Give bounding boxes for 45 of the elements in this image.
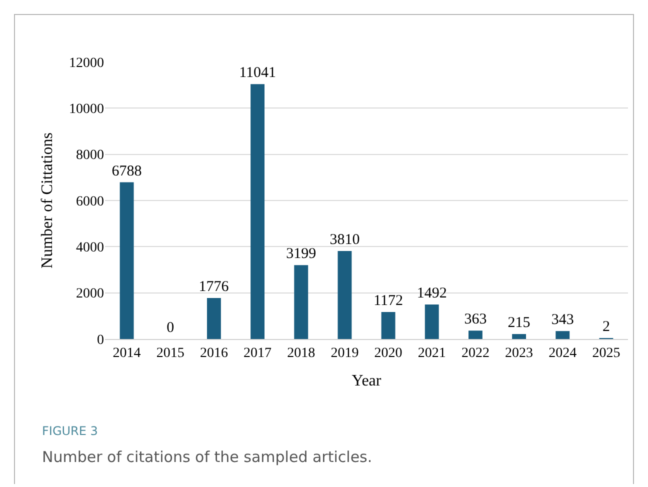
data-label: 1492: [416, 286, 447, 302]
y-tick-label: 4000: [76, 240, 104, 256]
bar: [120, 182, 134, 339]
bar: [338, 251, 352, 339]
x-tick-label: 2021: [418, 346, 446, 361]
bar: [468, 330, 482, 339]
data-label: 2: [602, 319, 610, 335]
x-tick-label: 2025: [592, 346, 620, 361]
x-tick-label: 2014: [112, 346, 141, 361]
data-label: 343: [551, 312, 574, 328]
x-tick-label: 2024: [548, 346, 577, 361]
x-tick-label: 2022: [461, 346, 490, 361]
bar: [556, 331, 570, 339]
data-label: 363: [464, 312, 487, 328]
text: Number of citations of the sampled articles.: [42, 448, 372, 466]
data-label: 11041: [239, 65, 276, 82]
data-label: 3199: [286, 246, 316, 262]
data-label: 6788: [112, 163, 142, 180]
bar: [381, 312, 396, 339]
data-label: 3810: [330, 232, 360, 248]
x-tick-label: 2015: [156, 346, 184, 361]
y-tick-label: 0: [97, 332, 104, 348]
bar: [206, 298, 221, 339]
x-tick-label: 2018: [287, 346, 316, 361]
bar: [250, 84, 265, 339]
y-tick-label: 2000: [76, 286, 104, 302]
y-tick-label: 6000: [76, 194, 104, 210]
x-tick-label: 2016: [200, 346, 228, 361]
data-label: 0: [166, 320, 174, 336]
y-axis-title: Number of Cittations: [38, 132, 56, 268]
x-tick-label: 2017: [244, 346, 272, 361]
bar: [294, 265, 308, 339]
x-tick-label: 2020: [374, 346, 402, 361]
bar: [512, 334, 526, 339]
y-tick-label: 8000: [76, 148, 104, 164]
x-axis-title: Year: [352, 372, 382, 390]
x-tick-label: 2023: [505, 346, 534, 361]
data-label: 1172: [374, 292, 404, 309]
y-tick-label: 10000: [69, 102, 104, 118]
caption: FIGURE 3: [42, 424, 98, 438]
y-tick-label: 12000: [69, 56, 104, 71]
x-tick-label: 2019: [330, 346, 359, 361]
data-label: 215: [508, 315, 530, 332]
data-label: 1776: [198, 279, 230, 295]
bar: [424, 304, 439, 339]
